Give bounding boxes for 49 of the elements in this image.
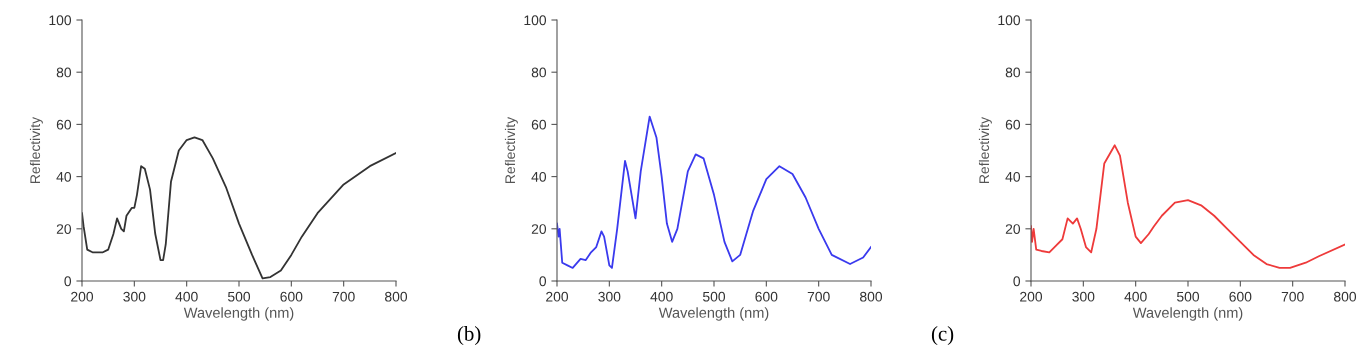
x-tick-label: 500	[1176, 291, 1200, 302]
y-tick-label: 0	[64, 276, 72, 287]
x-axis-title: Wavelength (nm)	[1132, 307, 1243, 321]
y-tick-label: 20	[56, 224, 72, 234]
y-axis-title: Reflectivity	[29, 116, 43, 183]
y-tick-label: 20	[531, 224, 547, 234]
x-tick-label: 600	[755, 291, 778, 302]
y-tick-label: 60	[531, 119, 547, 130]
x-tick-label: 500	[702, 291, 726, 302]
y-tick-label: 100	[524, 15, 547, 26]
y-tick-label: 40	[56, 171, 72, 182]
y-tick-label: 40	[531, 171, 547, 182]
x-tick-label: 800	[385, 291, 408, 302]
x-tick-label: 200	[71, 291, 94, 302]
x-tick-label: 800	[1334, 291, 1357, 302]
x-tick-label: 400	[650, 291, 673, 302]
y-tick-label: 20	[1005, 224, 1021, 234]
x-axis-title: Wavelength (nm)	[658, 307, 769, 321]
text: (b)	[457, 326, 481, 345]
y-axis-title: Reflectivity	[978, 116, 992, 183]
x-tick-label: 400	[175, 291, 198, 302]
x-tick-label: 300	[1072, 291, 1095, 302]
line-series	[557, 115, 871, 269]
x-tick-label: 500	[227, 291, 251, 302]
y-tick-label: 100	[49, 15, 72, 26]
x-tick-label: 700	[807, 291, 830, 302]
y-axis-title: Reflectivity	[504, 116, 518, 183]
x-axis-title: Wavelength (nm)	[183, 307, 294, 321]
y-tick-label: 40	[1005, 171, 1021, 182]
text: (c)	[931, 326, 954, 345]
x-tick-label: 800	[860, 291, 883, 302]
x-tick-label: 600	[280, 291, 303, 302]
x-tick-label: 600	[1229, 291, 1252, 302]
y-tick-label: 80	[56, 67, 72, 78]
x-tick-label: 700	[332, 291, 355, 302]
y-tick-label: 80	[1005, 67, 1021, 78]
x-tick-label: 400	[1124, 291, 1147, 302]
y-tick-label: 100	[998, 15, 1021, 26]
x-tick-label: 300	[123, 291, 146, 302]
x-tick-label: 300	[598, 291, 621, 302]
y-tick-label: 80	[531, 67, 547, 78]
x-tick-label: 700	[1281, 291, 1304, 302]
y-tick-label: 0	[539, 276, 547, 287]
x-tick-label: 200	[546, 291, 569, 302]
y-tick-label: 60	[56, 119, 72, 130]
x-tick-label: 200	[1020, 291, 1043, 302]
line-series	[1031, 144, 1345, 269]
y-tick-label: 0	[1013, 276, 1021, 287]
y-tick-label: 60	[1005, 119, 1021, 130]
